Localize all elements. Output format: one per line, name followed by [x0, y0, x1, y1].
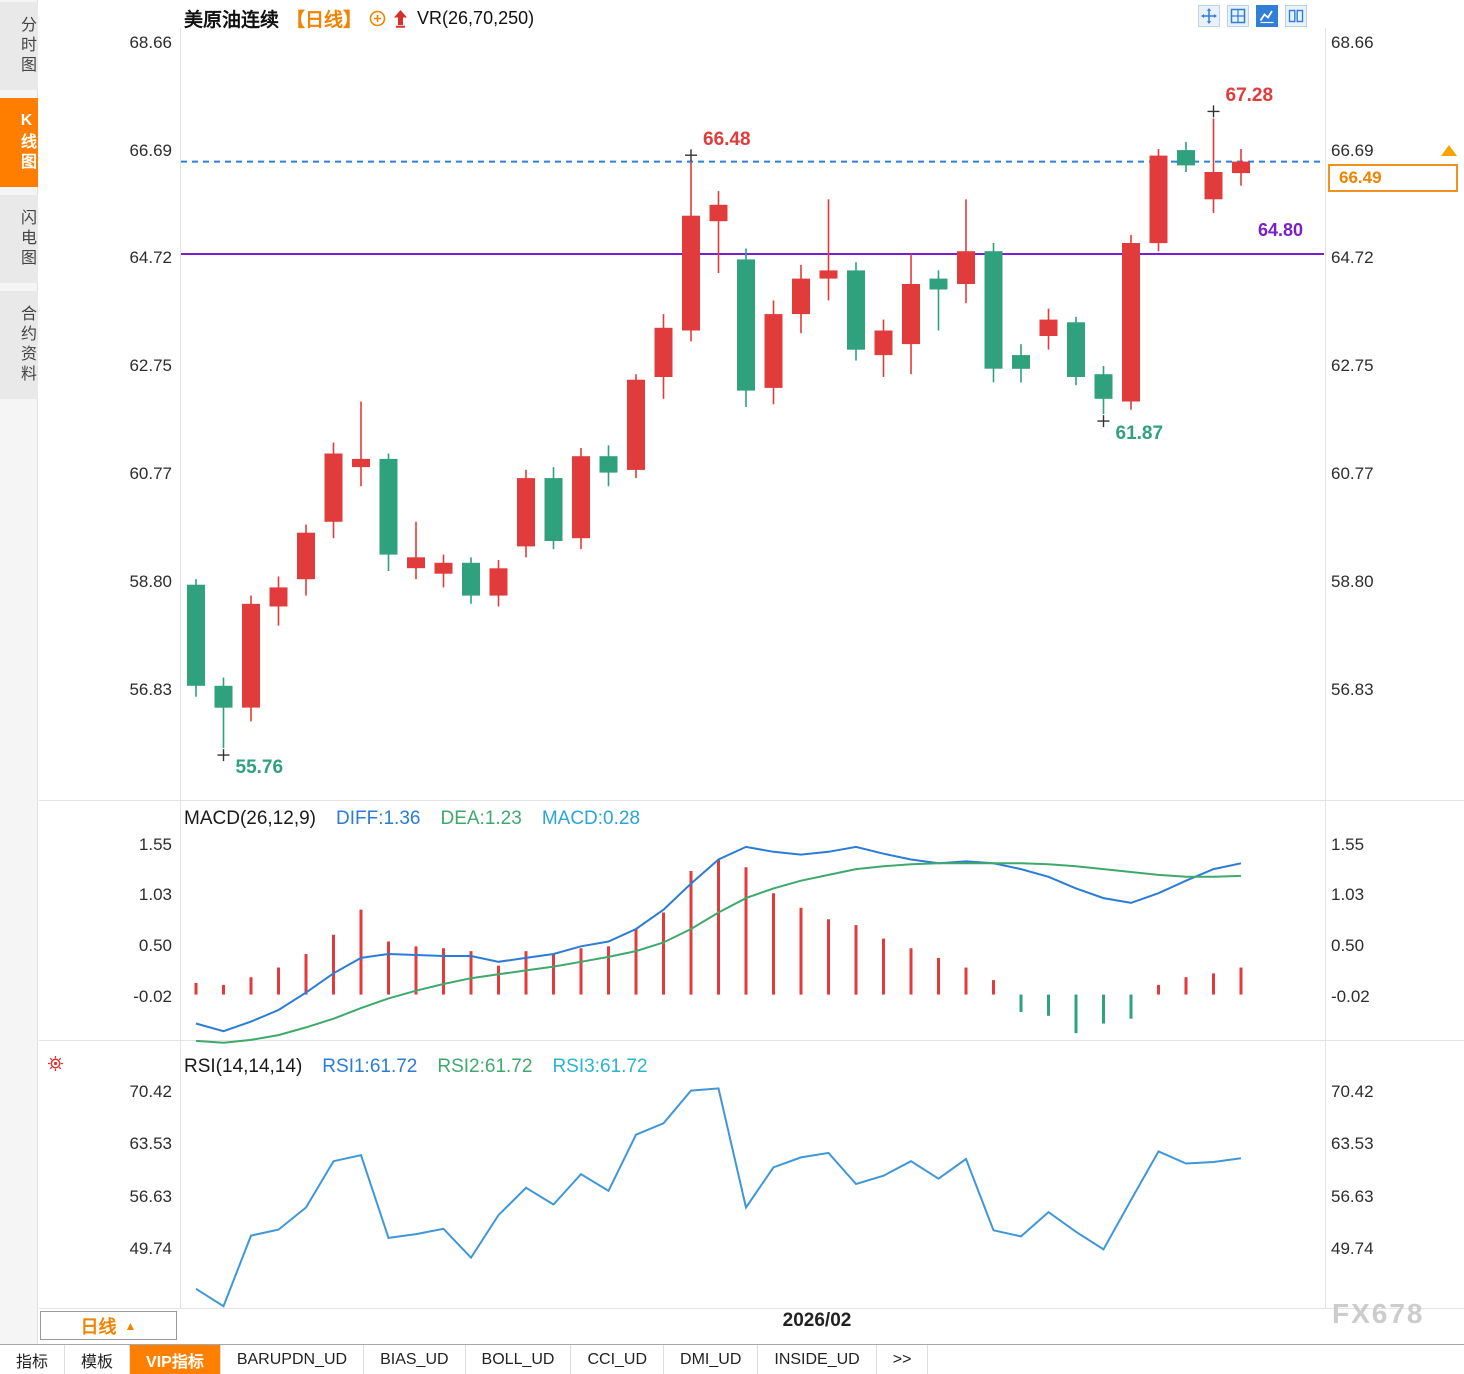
- axis-label: 60.77: [129, 464, 172, 484]
- axis-label: 62.75: [1331, 356, 1374, 376]
- axis-label: 56.83: [129, 679, 172, 699]
- axis-label: 66.69: [1331, 140, 1374, 160]
- axis-label: 64.72: [1331, 248, 1374, 268]
- rsi2-value: RSI2:61.72: [437, 1056, 533, 1077]
- bottom-tab-1[interactable]: 模板: [65, 1345, 131, 1374]
- last-price-tag: 66.49: [1328, 164, 1458, 192]
- pan-icon[interactable]: [1198, 5, 1220, 27]
- split-view-icon[interactable]: [1285, 5, 1307, 27]
- rsi-params[interactable]: RSI(14,14,14): [184, 1056, 303, 1077]
- macd-diff-value: DIFF:1.36: [336, 808, 421, 829]
- line-chart-icon[interactable]: [1256, 5, 1278, 27]
- axis-label: 60.77: [1331, 464, 1374, 484]
- bottom-tab-0[interactable]: 指标: [0, 1345, 66, 1374]
- sidebar-item-3[interactable]: 合约资料: [0, 291, 38, 399]
- axis-label: -0.02: [1331, 986, 1370, 1006]
- swing-high-label: 67.28: [1225, 85, 1274, 107]
- chart-toolbar: [1198, 5, 1307, 27]
- axis-label: 56.83: [1331, 679, 1374, 699]
- indicator-tabbar: 指标 模板 VIP指标 BARUPDN_UD BIAS_UD BOLL_UD CCI_UD D…: [0, 1344, 1464, 1374]
- axis-label: 56.63: [129, 1186, 172, 1206]
- rsi1-value: RSI1:61.72: [322, 1056, 418, 1077]
- axis-label: 58.80: [1331, 571, 1374, 591]
- x-axis-date-label: 2026/02: [782, 1310, 852, 1331]
- axis-label: 70.42: [1331, 1082, 1374, 1101]
- grid-layout-icon[interactable]: [1227, 5, 1249, 27]
- hline-price-label: 64.80: [1258, 220, 1304, 240]
- triangle-up-icon: ▲: [124, 1318, 137, 1333]
- axis-label: 58.80: [129, 571, 172, 591]
- macd-header: MACD(26,12,9) DIFF:1.36 DEA:1.23 MACD:0.…: [184, 808, 640, 830]
- bottom-tab-7[interactable]: DMI_UD: [664, 1345, 759, 1374]
- bottom-tab-6[interactable]: CCI_UD: [571, 1345, 665, 1374]
- axis-label: 0.50: [138, 936, 172, 956]
- period-selector-button[interactable]: 日线 ▲: [40, 1311, 177, 1340]
- rsi3-value: RSI3:61.72: [552, 1056, 648, 1077]
- axis-label: 1.55: [1331, 835, 1365, 854]
- axis-label: 64.72: [129, 248, 172, 268]
- axis-label: 63.53: [1331, 1134, 1374, 1154]
- bottom-tab-2[interactable]: VIP指标: [130, 1345, 221, 1374]
- swing-low-label: 55.76: [235, 757, 284, 779]
- axis-label: 70.42: [129, 1082, 172, 1101]
- axis-label: 68.66: [1331, 33, 1374, 52]
- sidebar: 分时图 K线图闪电图合约资料: [0, 0, 38, 1344]
- axis-label: 62.75: [129, 356, 172, 376]
- rsi-header: RSI(14,14,14) RSI1:61.72 RSI2:61.72 RSI3…: [184, 1056, 648, 1078]
- axis-label: 1.03: [138, 885, 172, 905]
- indicator-settings-icon[interactable]: [47, 1055, 64, 1077]
- bottom-tab-5[interactable]: BOLL_UD: [466, 1345, 572, 1374]
- more-tabs-button[interactable]: >>: [877, 1345, 929, 1374]
- indicator-label[interactable]: VR(26,70,250): [417, 8, 535, 28]
- swing-high-label: 66.48: [703, 129, 751, 151]
- period-tag[interactable]: 【日线】: [286, 10, 363, 31]
- bottom-tab-8[interactable]: INSIDE_UD: [758, 1345, 877, 1374]
- up-arrow-icon: [393, 9, 408, 28]
- axis-label: 68.66: [129, 33, 172, 52]
- axis-label: 0.50: [1331, 936, 1365, 956]
- add-overlay-icon[interactable]: [369, 10, 386, 27]
- macd-params[interactable]: MACD(26,12,9): [184, 808, 316, 829]
- axis-label: 49.74: [1331, 1239, 1374, 1258]
- period-label: 日线: [80, 1316, 117, 1337]
- bottom-tab-4[interactable]: BIAS_UD: [364, 1345, 466, 1374]
- axis-label: 49.74: [129, 1239, 172, 1258]
- axis-label: 66.69: [129, 140, 172, 160]
- macd-dea-value: DEA:1.23: [440, 808, 522, 829]
- bottom-tab-3[interactable]: BARUPDN_UD: [221, 1345, 365, 1374]
- axis-label: 1.03: [1331, 885, 1365, 905]
- swing-low-label: 61.87: [1115, 423, 1164, 445]
- sidebar-item-2[interactable]: 闪电图: [0, 195, 38, 283]
- watermark: FX678: [1332, 1298, 1425, 1329]
- axis-label: -0.02: [133, 986, 172, 1006]
- axis-label: 56.63: [1331, 1186, 1374, 1206]
- sidebar-item-0[interactable]: 分时图: [0, 2, 38, 90]
- sidebar-item-1[interactable]: K线图: [0, 98, 38, 187]
- axis-label: 63.53: [129, 1134, 172, 1154]
- axis-label: 1.55: [138, 835, 172, 854]
- price-up-marker-icon: [1441, 145, 1457, 156]
- chart-header: 美原油连续 【日线】 VR(26,70,250): [184, 5, 534, 32]
- instrument-title: 美原油连续: [184, 10, 280, 31]
- macd-value: MACD:0.28: [541, 808, 641, 829]
